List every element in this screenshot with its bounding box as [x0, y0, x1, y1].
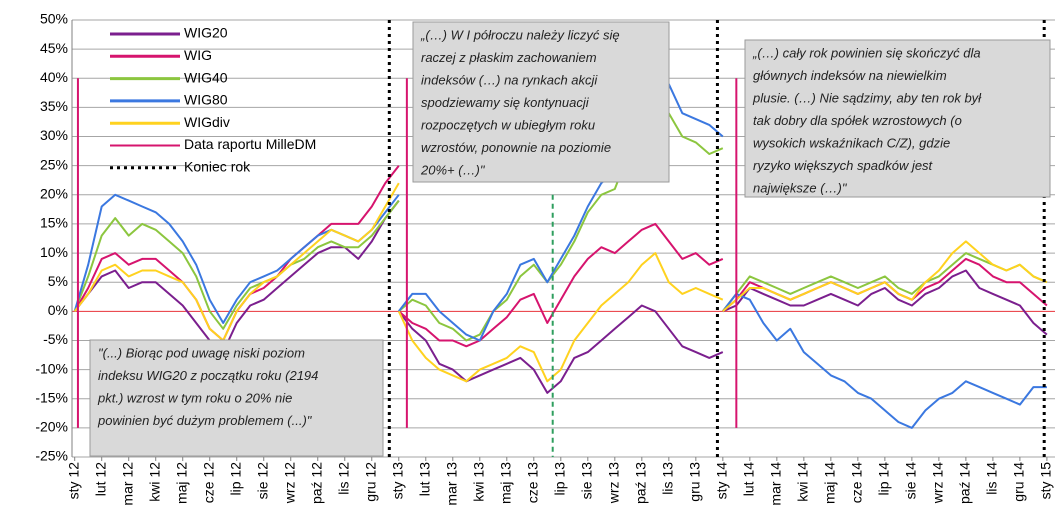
x-tick-label: lut 12 [92, 462, 108, 496]
y-tick-label: 40% [40, 69, 68, 85]
y-tick-label: -10% [35, 360, 68, 376]
x-tick-label: lis 12 [335, 462, 351, 495]
legend-label: WIGdiv [184, 114, 230, 130]
x-tick-label: cze 12 [200, 462, 216, 503]
annotation-text: raczej z płaskim zachowaniem [421, 50, 597, 65]
x-tick-label: lut 13 [416, 462, 432, 496]
x-tick-label: lis 14 [984, 462, 1000, 495]
annotation-text: indeksów (…) na rynkach akcji [421, 72, 598, 87]
x-tick-label: sty 13 [389, 462, 405, 500]
x-tick-label: paź 14 [957, 462, 973, 504]
annotation-text: tak dobry dla spółek wzrostowych (o [753, 113, 962, 128]
x-tick-label: sie 14 [903, 462, 919, 500]
annotation-text: wzrostów, ponownie na poziomie [421, 140, 611, 155]
x-tick-label: wrz 14 [930, 462, 946, 504]
y-tick-label: 20% [40, 186, 68, 202]
annotation-box [744, 39, 1051, 198]
x-tick-label: kwi 12 [146, 462, 162, 502]
x-tick-label: mar 13 [443, 462, 459, 506]
x-tick-label: sty 15 [1038, 462, 1054, 500]
x-tick-label: sie 13 [579, 462, 595, 500]
x-tick-label: lip 13 [552, 462, 568, 496]
annotation-box [412, 21, 670, 183]
x-tick-label: paź 13 [633, 462, 649, 504]
y-tick-label: 35% [40, 98, 68, 114]
y-tick-label: 25% [40, 156, 68, 172]
legend-label: WIG40 [184, 69, 228, 85]
x-tick-label: maj 12 [173, 462, 189, 504]
x-tick-label: sty 14 [714, 462, 730, 500]
x-tick-label: lip 12 [227, 462, 243, 496]
x-tick-label: kwi 14 [795, 462, 811, 502]
annotation-text: głównych indeksów na niewielkim [753, 68, 947, 83]
x-tick-label: sie 12 [254, 462, 270, 500]
x-tick-label: gru 12 [362, 462, 378, 502]
x-tick-label: maj 13 [497, 462, 513, 504]
y-tick-label: -15% [35, 389, 68, 405]
annotation-text: rozpoczętych w ubiegłym roku [421, 117, 595, 132]
x-tick-label: paź 12 [308, 462, 324, 504]
x-tick-label: kwi 13 [470, 462, 486, 502]
x-tick-label: cze 13 [524, 462, 540, 503]
legend-label: WIG [184, 47, 212, 63]
annotation-text: "(...) Biorąc pod uwagę niski poziom [98, 345, 305, 360]
annotation-text: „(…) W I półroczu należy liczyć się [420, 27, 620, 42]
x-tick-label: lut 14 [741, 462, 757, 496]
annotation-text: plusie. (…) Nie sądzimy, aby ten rok był [752, 90, 982, 105]
x-tick-label: mar 14 [768, 462, 784, 506]
y-tick-label: 15% [40, 215, 68, 231]
x-tick-label: lis 13 [660, 462, 676, 495]
annotation-text: indeksu WIG20 z początku roku (2194 [98, 368, 318, 383]
y-tick-label: -20% [35, 419, 68, 435]
annotation-text: największe (…)" [753, 180, 848, 195]
x-tick-label: sty 12 [65, 462, 81, 500]
x-tick-label: cze 14 [849, 462, 865, 503]
annotation-text: wysokich wskaźnikach C/Z), gdzie [753, 135, 950, 150]
y-tick-label: 45% [40, 40, 68, 56]
y-tick-label: 5% [48, 273, 68, 289]
annotation-text: pkt.) wzrost w tym roku o 20% nie [97, 390, 292, 405]
x-tick-label: maj 14 [822, 462, 838, 504]
annotation-text: ryzyko większych spadków jest [753, 158, 934, 173]
y-tick-label: 50% [40, 11, 68, 27]
annotation-text: powinien być dużym problemem (...)" [97, 413, 313, 428]
annotation-text: „(…) cały rok powinien się skończyć dla [752, 45, 981, 60]
annotation-text: 20%+ (…)" [420, 162, 486, 177]
y-tick-label: 30% [40, 127, 68, 143]
x-tick-label: mar 12 [119, 462, 135, 506]
y-tick-label: -5% [43, 331, 68, 347]
y-tick-label: -25% [35, 448, 68, 464]
legend-label: Koniec rok [184, 159, 251, 175]
legend-label: Data raportu MilleDM [184, 136, 316, 152]
x-tick-label: wrz 13 [606, 462, 622, 504]
legend-label: WIG20 [184, 25, 228, 41]
x-tick-label: wrz 12 [281, 462, 297, 504]
y-tick-label: 10% [40, 244, 68, 260]
annotation-text: spodziewamy się kontynuacji [421, 95, 590, 110]
x-tick-label: gru 13 [687, 462, 703, 502]
series-line [73, 182, 1048, 383]
x-tick-label: lip 14 [876, 462, 892, 496]
legend-label: WIG80 [184, 92, 228, 108]
annotation-box [89, 339, 384, 457]
x-tick-label: gru 14 [1011, 462, 1027, 502]
y-tick-label: 0% [48, 302, 68, 318]
